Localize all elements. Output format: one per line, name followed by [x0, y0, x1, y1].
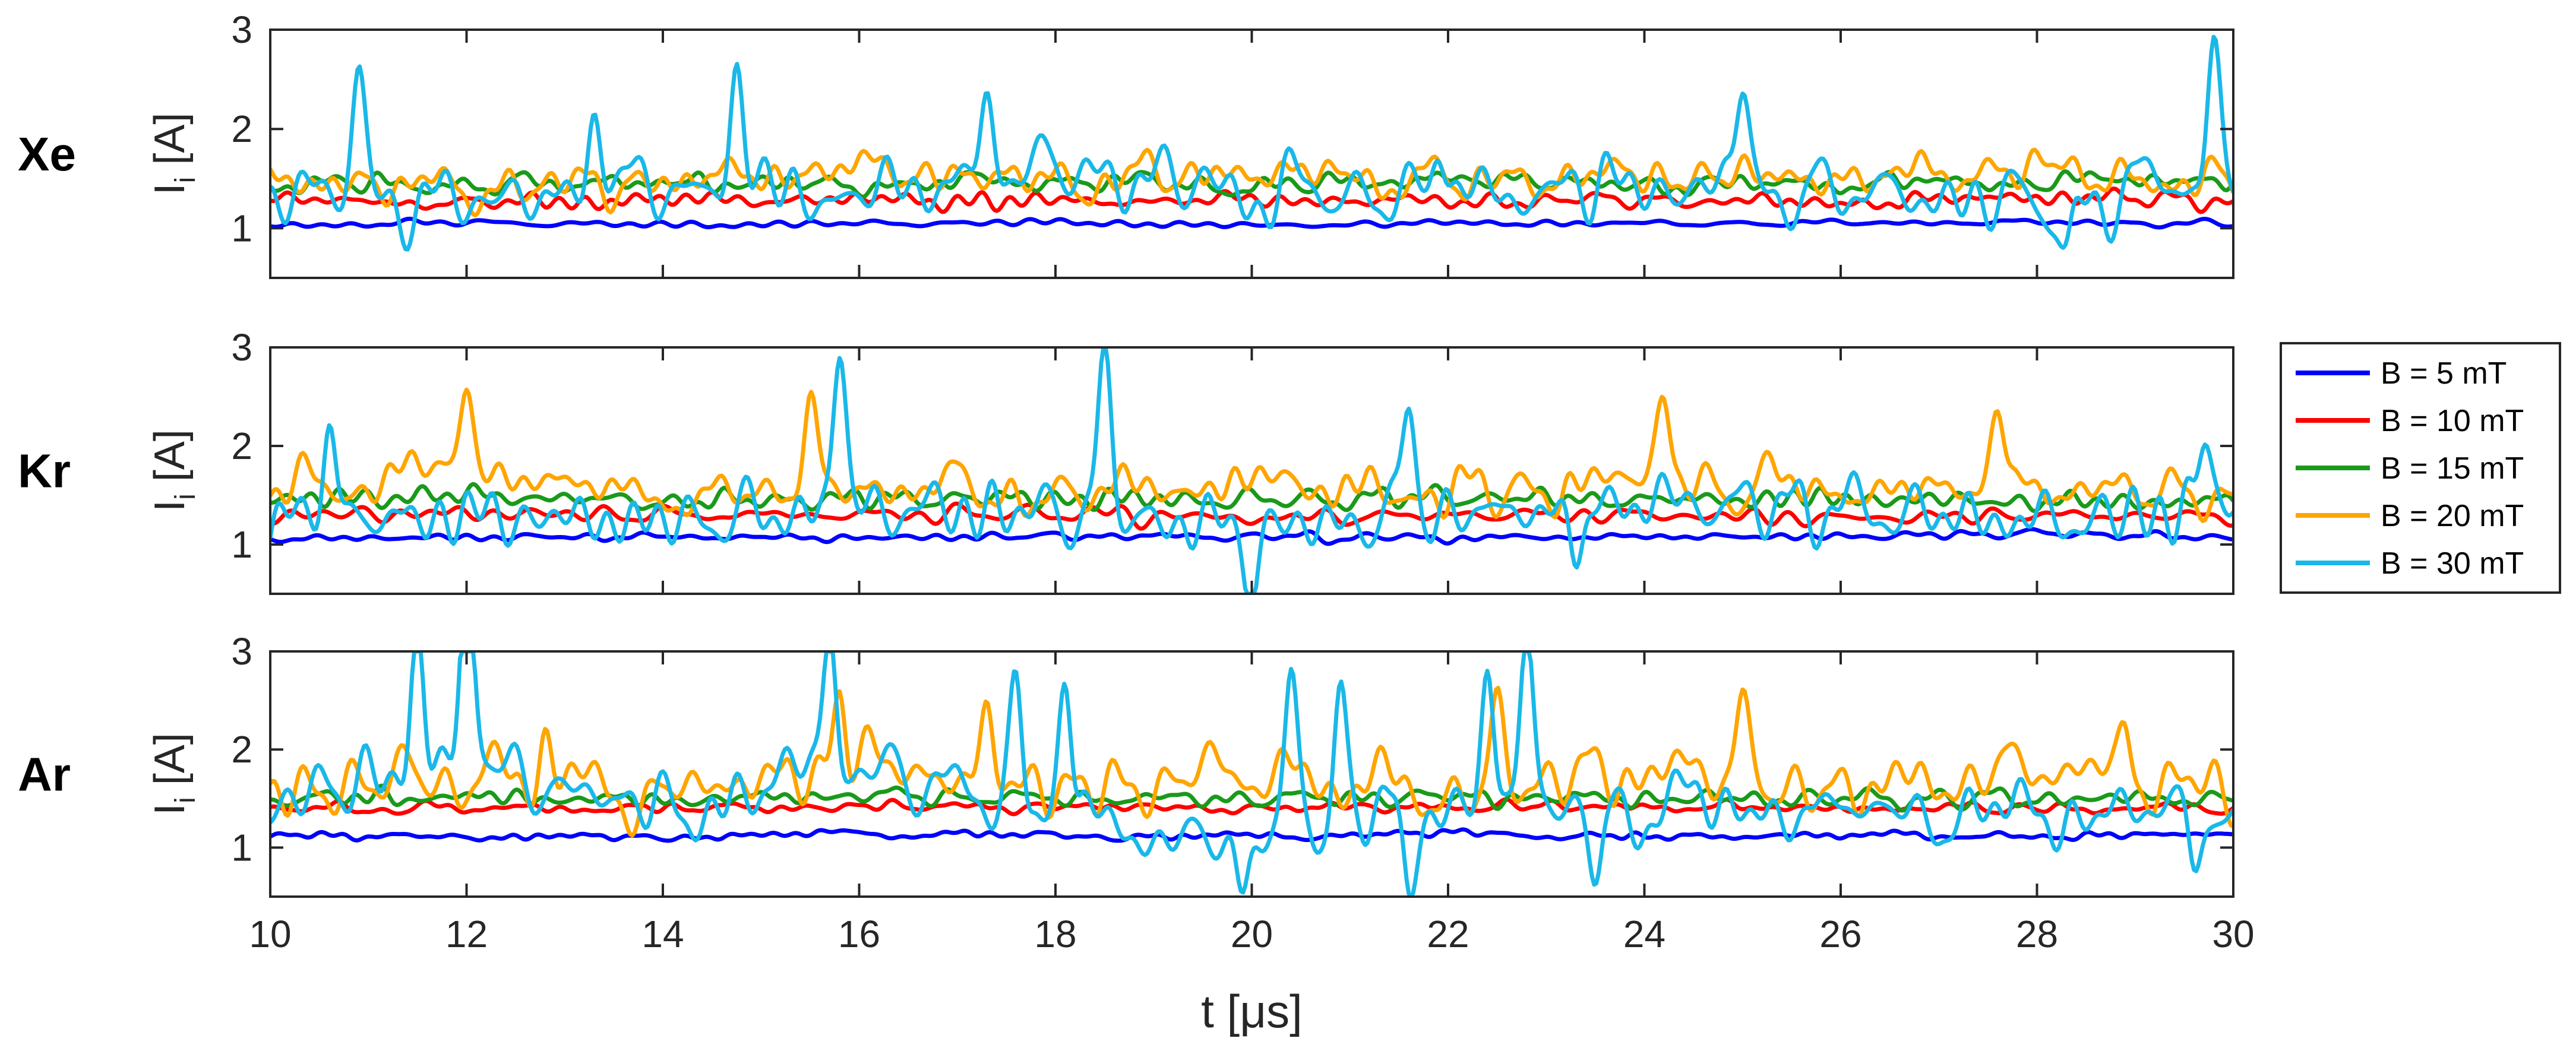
y-tick-label: 1: [231, 826, 252, 869]
y-axis-label: Ii [A]: [146, 429, 201, 512]
legend-label: B = 10 mT: [2381, 404, 2524, 438]
x-tick-label: 28: [2016, 913, 2058, 955]
legend: B = 5 mT B = 10 mT B = 15 mT B = 20 mT B = 3…: [2280, 342, 2561, 594]
series-group: [270, 34, 2233, 252]
x-tick-label: 12: [445, 913, 488, 955]
y-tick-label: 3: [231, 326, 252, 369]
series-line-b-10-mt: [270, 186, 2233, 214]
y-tick-label: 1: [231, 523, 252, 566]
gas-label-ar: Ar: [18, 748, 71, 801]
legend-label: B = 5 mT: [2381, 356, 2507, 391]
series-line-b-10-mt: [270, 501, 2233, 531]
series-line-b-20-mt: [270, 685, 2233, 838]
x-tick-label: 14: [641, 913, 684, 955]
legend-label: B = 30 mT: [2381, 546, 2524, 581]
series-group: [270, 651, 2233, 897]
series-line-b-30-mt: [270, 347, 2233, 594]
y-tick-label: 3: [231, 8, 252, 51]
y-tick-label: 2: [231, 425, 252, 467]
x-tick-label: 30: [2212, 913, 2254, 955]
series-line-b-5-mt: [270, 827, 2233, 843]
x-tick-label: 16: [838, 913, 880, 955]
x-tick-label: 18: [1034, 913, 1076, 955]
y-tick-label: 3: [231, 630, 252, 673]
series-line-b-5-mt: [270, 216, 2233, 230]
series-line-b-20-mt: [270, 387, 2233, 523]
y-tick-label: 1: [231, 207, 252, 249]
axes-box: [269, 29, 2234, 279]
y-tick-label: 2: [231, 107, 252, 150]
y-axis-label: Ii [A]: [146, 113, 201, 195]
legend-label: B = 20 mT: [2381, 499, 2524, 533]
series-line-b-15-mt: [270, 482, 2233, 514]
series-group: [270, 347, 2233, 594]
gas-label-xe: Xe: [18, 128, 76, 181]
x-tick-label: 26: [1819, 913, 1861, 955]
legend-label: B = 15 mT: [2381, 451, 2524, 486]
panel-kr: 1 2 3 Ii [A] Kr: [18, 326, 2234, 595]
x-tick-label: 20: [1231, 913, 1273, 955]
x-axis-label: t [μs]: [1201, 985, 1303, 1037]
series-line-b-20-mt: [270, 147, 2233, 217]
x-tick-label: 24: [1623, 913, 1665, 955]
series-line-b-5-mt: [270, 527, 2233, 546]
series-line-b-30-mt: [270, 34, 2233, 252]
axes-box: [269, 346, 2234, 595]
x-tick-label: 22: [1427, 913, 1469, 955]
x-tick-label: 10: [249, 913, 291, 955]
panel-xe: 1 2 3 Ii [A] Xe: [18, 8, 2234, 279]
series-line-b-30-mt: [270, 651, 2233, 897]
y-axis-label: Ii [A]: [146, 733, 201, 815]
gas-label-kr: Kr: [18, 445, 71, 498]
y-tick-label: 2: [231, 728, 252, 771]
